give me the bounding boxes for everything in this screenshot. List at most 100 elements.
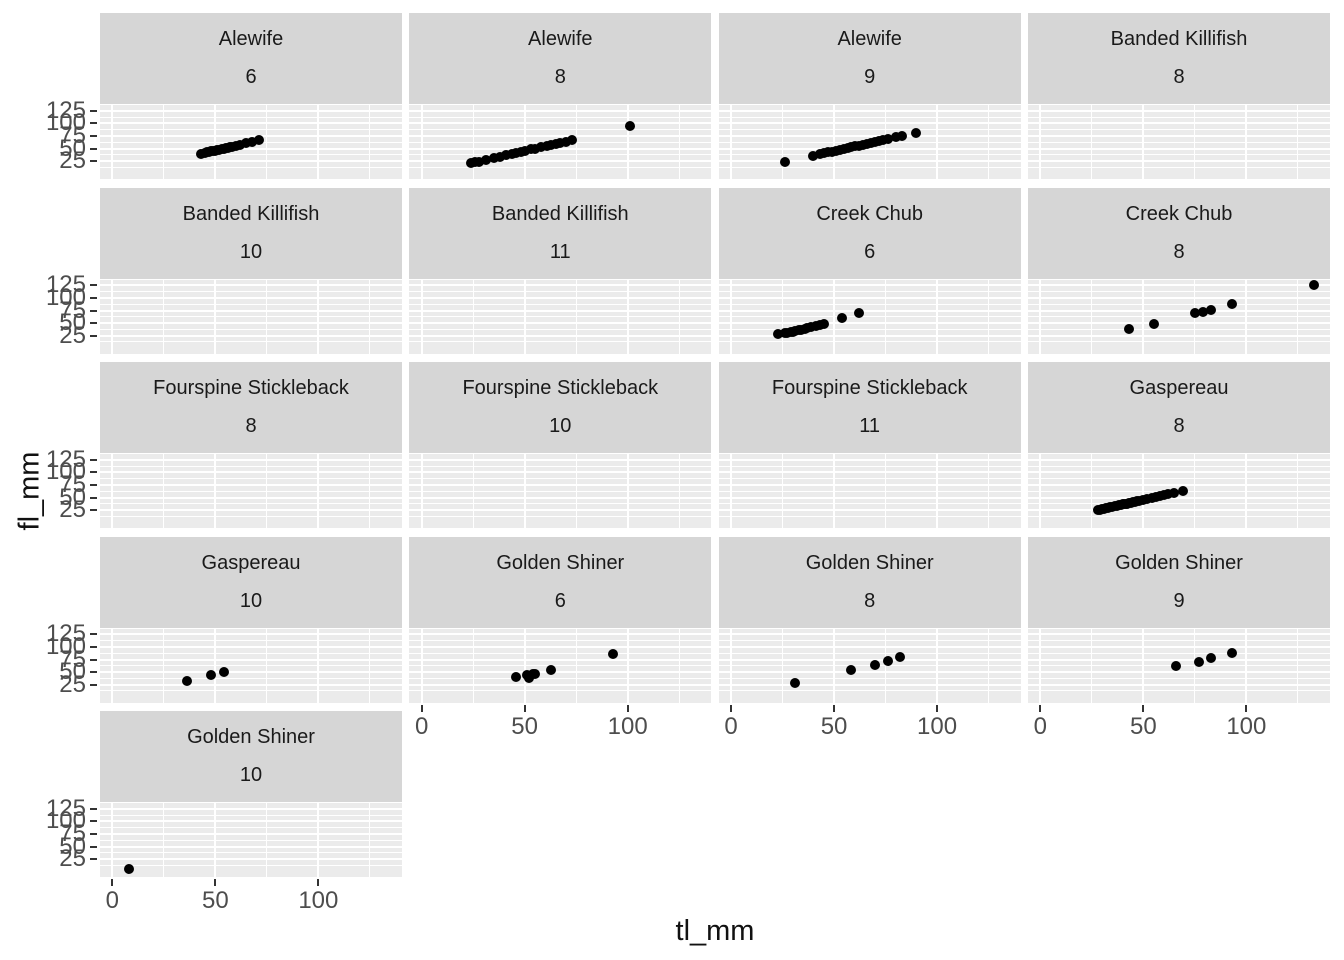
facet-strip-group-label: 6 (864, 240, 876, 263)
facet-strip-group-label: 10 (239, 589, 263, 612)
facet-strip-group-label: 9 (864, 66, 876, 88)
y-minor-gridline (1028, 341, 1330, 343)
x-tick-label: 50 (1130, 712, 1157, 740)
data-point (241, 138, 252, 149)
y-major-gridline (409, 135, 712, 137)
x-major-gridline (730, 278, 733, 355)
x-minor-gridline (782, 627, 784, 704)
y-major-gridline (1028, 147, 1330, 150)
y-tick-mark (90, 109, 97, 112)
y-major-gridline (409, 458, 712, 461)
data-point (1193, 656, 1204, 667)
y-minor-gridline (1028, 652, 1330, 654)
x-minor-gridline (163, 278, 165, 355)
x-minor-gridline (988, 627, 990, 704)
x-minor-gridline (678, 453, 680, 529)
y-major-gridline (1028, 122, 1330, 125)
x-minor-gridline (163, 802, 165, 878)
data-point (837, 313, 848, 324)
y-minor-gridline (100, 677, 402, 679)
y-major-gridline (1028, 160, 1330, 163)
y-minor-gridline (1028, 478, 1330, 480)
y-tick-label: 50 (59, 134, 86, 162)
x-minor-gridline (1091, 453, 1093, 529)
x-major-gridline (730, 104, 733, 180)
x-major-gridline (317, 278, 320, 355)
y-major-gridline (1028, 322, 1330, 325)
facet-strip: Golden Shiner 9 (1028, 536, 1330, 628)
y-tick-label: 75 (59, 471, 86, 498)
y-major-gridline (718, 458, 1021, 461)
data-point (554, 138, 565, 149)
facet-strip-species-label: Banded Killifish (1110, 28, 1248, 50)
y-minor-gridline (409, 129, 712, 131)
x-major-gridline (420, 104, 423, 180)
y-minor-gridline (1028, 453, 1330, 455)
data-point (882, 655, 893, 666)
x-tick-label: 100 (917, 712, 958, 740)
y-tick-mark (90, 334, 97, 337)
y-major-gridline (409, 284, 712, 287)
y-tick-mark (90, 496, 97, 499)
y-minor-gridline (1028, 116, 1330, 118)
x-major-gridline (730, 627, 733, 704)
y-major-gridline (718, 309, 1021, 312)
y-minor-gridline (409, 328, 712, 330)
x-tick-label: 50 (511, 712, 539, 740)
x-major-gridline (1142, 627, 1145, 704)
y-major-gridline (718, 109, 1021, 112)
y-minor-gridline (1028, 278, 1330, 280)
x-major-gridline (111, 627, 114, 704)
data-point (529, 668, 540, 679)
y-minor-gridline (409, 515, 712, 517)
y-major-gridline (1028, 509, 1330, 512)
x-minor-gridline (782, 278, 784, 355)
y-tick-mark (90, 820, 97, 823)
y-minor-gridline (718, 652, 1021, 654)
x-major-gridline (523, 278, 526, 355)
y-minor-gridline (100, 179, 402, 180)
y-minor-gridline (100, 652, 402, 654)
y-major-gridline (409, 509, 712, 512)
data-point (779, 157, 790, 168)
y-minor-gridline (409, 465, 712, 467)
y-minor-gridline (1028, 677, 1330, 679)
y-major-gridline (1028, 633, 1330, 636)
facet-strip-group-label: 10 (549, 415, 572, 437)
y-tick-label: 50 (59, 658, 86, 686)
x-minor-gridline (678, 278, 680, 355)
x-major-gridline (420, 627, 423, 704)
y-minor-gridline (1028, 328, 1330, 330)
x-major-gridline (214, 453, 217, 529)
data-point (1148, 318, 1159, 329)
x-tick-mark (1245, 704, 1248, 712)
y-minor-gridline (718, 116, 1021, 118)
data-point (1198, 306, 1209, 317)
y-tick-label: 75 (59, 296, 86, 324)
data-point (624, 120, 635, 131)
x-tick-mark (420, 704, 423, 712)
data-point (1171, 661, 1182, 672)
x-minor-gridline (1297, 627, 1299, 704)
data-point (882, 134, 893, 145)
x-major-gridline (111, 802, 114, 878)
y-major-gridline (1028, 296, 1330, 299)
y-tick-mark (90, 147, 97, 150)
facet-strip-species-label: Creek Chub (1125, 202, 1233, 225)
data-point (1177, 486, 1188, 497)
y-minor-gridline (409, 490, 712, 492)
y-tick-mark (90, 858, 97, 861)
x-tick-label: 0 (414, 712, 429, 740)
y-minor-gridline (718, 104, 1021, 106)
data-point (1309, 280, 1320, 291)
y-minor-gridline (100, 640, 402, 642)
facet-strip: Gaspereau 8 (1028, 362, 1330, 453)
data-point (853, 308, 864, 319)
x-major-gridline (1245, 453, 1248, 529)
y-major-gridline (409, 658, 712, 661)
facet-strip-species-label: Fourspine Stickleback (462, 377, 659, 399)
y-major-gridline (718, 147, 1021, 150)
x-major-gridline (214, 802, 217, 878)
x-major-gridline (833, 627, 836, 704)
y-minor-gridline (409, 528, 712, 529)
